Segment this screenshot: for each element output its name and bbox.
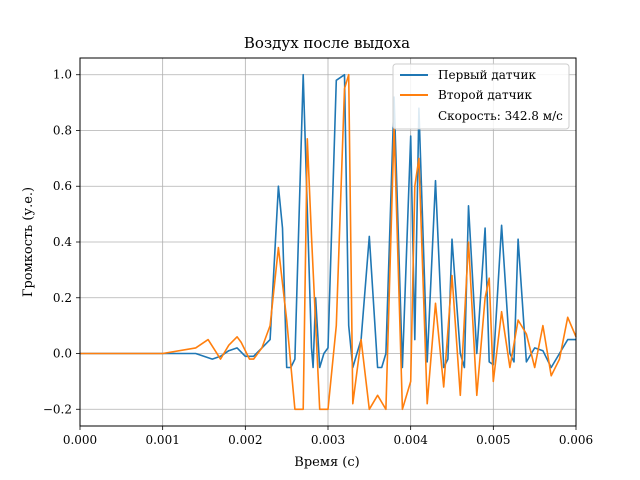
y-tick-label: 0.4 bbox=[53, 235, 72, 249]
series-layer bbox=[80, 73, 577, 411]
y-tick-label: 0.0 bbox=[53, 347, 72, 361]
y-tick-label: 1.0 bbox=[53, 68, 72, 82]
x-axis-label: Время (с) bbox=[294, 455, 359, 470]
x-tick-label: 0.000 bbox=[63, 433, 97, 447]
x-tick-label: 0.006 bbox=[559, 433, 593, 447]
y-tick-label: −0.2 bbox=[43, 402, 72, 416]
y-tick-label: 0.8 bbox=[53, 123, 72, 137]
x-tick-label: 0.005 bbox=[476, 433, 510, 447]
series-line-second-sensor bbox=[80, 73, 577, 411]
legend: Первый датчик Второй датчик Скорость: 34… bbox=[392, 63, 570, 130]
y-tick-label: 0.2 bbox=[53, 291, 72, 305]
legend-label-first-sensor: Первый датчик bbox=[438, 68, 536, 82]
y-axis-label: Громкость (у.е.) bbox=[21, 187, 36, 297]
legend-box bbox=[392, 63, 570, 130]
x-tick-label: 0.003 bbox=[311, 433, 345, 447]
series-line-first-sensor bbox=[80, 73, 576, 369]
chart-title: Воздух после выдоха bbox=[244, 34, 410, 52]
y-tick-label: 0.6 bbox=[53, 179, 72, 193]
y-axis: −0.2 0.0 0.2 0.4 0.6 0.8 1.0 bbox=[43, 68, 80, 416]
x-axis: 0.000 0.001 0.002 0.003 0.004 0.005 0.006 bbox=[63, 426, 593, 447]
legend-speed-note: Скорость: 342.8 м/с bbox=[438, 109, 563, 123]
x-tick-label: 0.001 bbox=[145, 433, 179, 447]
legend-label-second-sensor: Второй датчик bbox=[438, 88, 533, 102]
x-tick-label: 0.002 bbox=[228, 433, 262, 447]
x-tick-label: 0.004 bbox=[393, 433, 428, 447]
